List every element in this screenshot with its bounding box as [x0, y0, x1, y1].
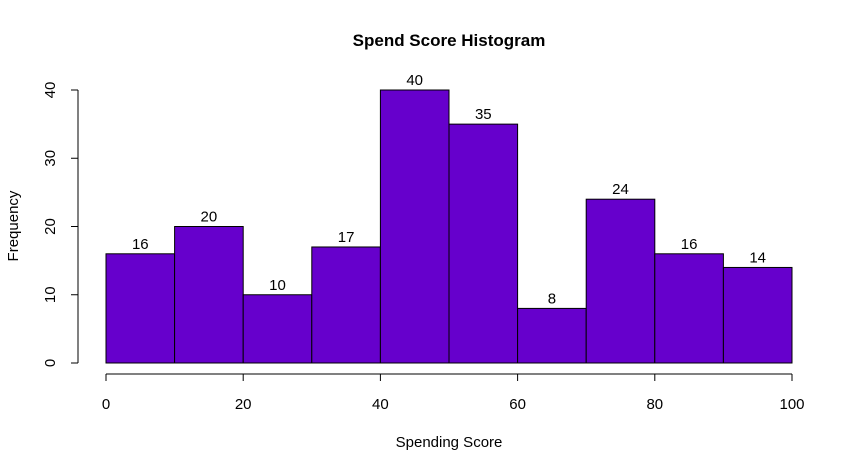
chart-title: Spend Score Histogram [353, 31, 546, 50]
histogram-bar [174, 226, 244, 364]
histogram-bar [517, 307, 587, 364]
x-axis-label: Spending Score [396, 434, 503, 451]
histogram-bar [654, 253, 724, 364]
histogram-bar [242, 294, 313, 364]
bar-value-label: 40 [406, 72, 423, 89]
bars-layer [105, 89, 793, 364]
bar-value-label: 35 [475, 106, 492, 123]
y-tick-label: 30 [42, 150, 59, 167]
y-tick-label: 40 [42, 82, 59, 99]
bar-value-label: 8 [548, 290, 556, 307]
y-tick-label: 10 [42, 286, 59, 303]
bar-value-label: 17 [338, 229, 355, 246]
y-axis: 0 10 20 30 40 [42, 82, 79, 367]
y-tick-label: 20 [42, 218, 59, 235]
x-tick-label: 20 [235, 396, 252, 413]
x-tick-label: 0 [102, 396, 110, 413]
bar-value-label: 24 [612, 181, 629, 198]
histogram-bar [722, 266, 793, 364]
bar-value-label: 20 [201, 209, 218, 226]
histogram-bar [585, 198, 656, 364]
x-tick-label: 100 [779, 396, 804, 413]
x-tick-label: 80 [646, 396, 663, 413]
x-tick-label: 60 [509, 396, 526, 413]
bar-value-label: 16 [681, 236, 698, 253]
histogram-bar [105, 253, 176, 364]
x-tick-label: 40 [372, 396, 389, 413]
bar-value-label: 14 [749, 249, 766, 266]
bar-value-label: 16 [132, 236, 149, 253]
histogram-bar [379, 89, 450, 364]
histogram-bar [311, 246, 381, 364]
x-axis: 0 20 40 60 80 100 [102, 373, 805, 413]
y-tick-label: 0 [42, 359, 59, 367]
y-axis-label: Frequency [5, 190, 22, 261]
bar-value-label: 10 [269, 277, 286, 294]
histogram-bar [448, 123, 519, 364]
data-labels-layer: 16 20 10 17 40 35 8 24 16 14 [132, 72, 766, 307]
